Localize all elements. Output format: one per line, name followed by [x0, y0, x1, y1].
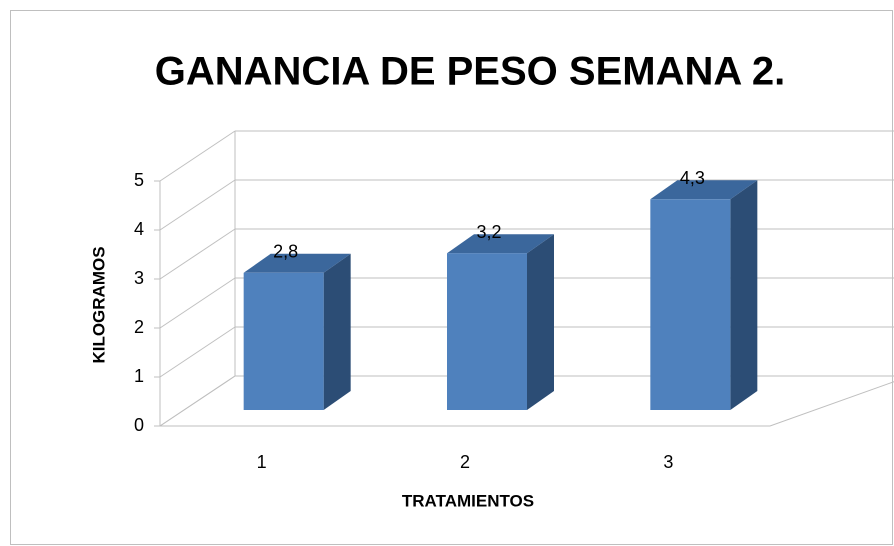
data-label: 4,3 [680, 168, 705, 188]
y-tick-label: 4 [134, 219, 144, 239]
bar [650, 199, 731, 410]
data-label: 3,2 [476, 222, 501, 242]
y-tick-label: 1 [134, 366, 144, 386]
grid-line [159, 179, 236, 231]
x-axis-label: TRATAMIENTOS [402, 491, 534, 510]
bar [243, 272, 324, 410]
bar-top [447, 234, 554, 254]
grid-line [159, 130, 236, 182]
bar-side [730, 180, 758, 410]
y-axis-label: KILOGRAMOS [89, 246, 108, 363]
grid-line [159, 375, 236, 427]
grid-line [159, 277, 236, 329]
y-tick-label: 0 [134, 415, 144, 435]
data-label: 2,8 [273, 242, 298, 262]
y-tick-label: 5 [134, 170, 144, 190]
chart-title: GANANCIA DE PESO SEMANA 2. [155, 50, 785, 94]
bar-side [527, 234, 554, 410]
y-tick-label: 2 [134, 317, 144, 337]
grid-line [159, 326, 236, 378]
x-tick-label: 1 [257, 452, 267, 472]
bar-side [323, 253, 351, 410]
grid-line [159, 228, 236, 280]
bar-top [243, 253, 351, 273]
bar [447, 253, 527, 410]
y-tick-label: 3 [134, 268, 144, 288]
x-tick-label: 2 [460, 452, 470, 472]
bar-top [650, 180, 758, 200]
x-tick-label: 3 [663, 452, 673, 472]
